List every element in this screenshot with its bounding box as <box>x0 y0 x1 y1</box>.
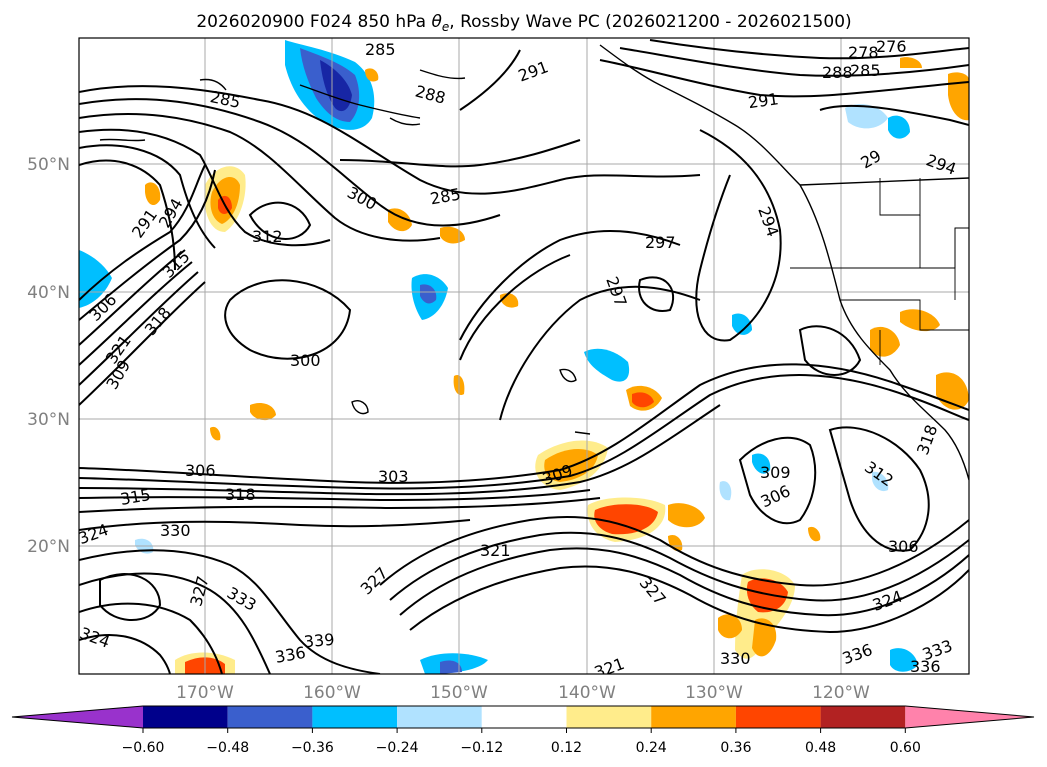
colorbar-bin <box>397 706 482 728</box>
map-background <box>79 38 969 674</box>
colorbar-tick-label: 0.60 <box>890 740 921 756</box>
lon-label: 170°W <box>176 683 234 703</box>
colorbar-tick-label: 0.48 <box>805 740 836 756</box>
anomaly-positive <box>210 426 221 441</box>
anomaly-negative <box>752 453 771 474</box>
anomaly-negative <box>845 104 888 129</box>
colorbar-bin <box>227 706 313 728</box>
colorbar-bin <box>143 706 228 728</box>
lat-label: 40°N <box>27 283 70 303</box>
contour-label: 330 <box>160 521 191 540</box>
contour-label: 330 <box>720 649 751 668</box>
anomaly-positive <box>808 526 821 542</box>
colorbar-tick-label: 0.24 <box>636 740 667 756</box>
colorbar-tick-label: −0.48 <box>206 740 249 756</box>
lat-label: 20°N <box>27 537 70 557</box>
anomaly-negative <box>719 481 732 501</box>
anomaly-positive <box>900 57 922 68</box>
map-panel: 285 291 288 276 278 285 288 291 285 29 2… <box>78 37 970 676</box>
contour-label: 306 <box>185 461 216 480</box>
contour-label: 312 <box>252 227 283 246</box>
contour-label: 288 <box>822 63 853 82</box>
title-suffix: , Rossby Wave PC (2026021200 - 202602150… <box>449 12 851 32</box>
anomaly-positive <box>718 614 742 639</box>
colorbar-bin <box>312 706 398 728</box>
political-borders <box>790 178 969 365</box>
colorbar-extend-max <box>905 706 1034 728</box>
colorbar-bin <box>735 706 821 728</box>
anomaly-negative <box>420 284 437 304</box>
contour-label: 300 <box>290 351 321 370</box>
contour-label: 285 <box>365 40 396 59</box>
anomaly-negative <box>732 313 752 335</box>
anomaly-negative <box>888 115 910 139</box>
contour-label: 309 <box>760 463 791 482</box>
contour-label: 297 <box>645 233 676 252</box>
contour-label: 291 <box>747 89 780 112</box>
lon-label: 160°W <box>303 683 361 703</box>
anomaly-positive <box>250 403 276 421</box>
anomaly-negative <box>872 471 889 492</box>
lat-label: 50°N <box>27 155 70 175</box>
anomaly-positive <box>752 618 777 657</box>
anomaly-positive <box>632 392 654 408</box>
map-frame <box>78 37 970 675</box>
title-prefix: 2026020900 F024 850 hPa <box>196 12 431 32</box>
contour-label: 321 <box>480 541 511 560</box>
colorbar-tick-label: −0.36 <box>291 740 334 756</box>
contour-label: 303 <box>378 467 409 486</box>
figure-title: 2026020900 F024 850 hPa θe, Rossby Wave … <box>196 12 851 34</box>
colorbar-tick-label: 0.12 <box>551 740 582 756</box>
contour-label: 336 <box>910 657 941 676</box>
lon-label: 140°W <box>558 683 616 703</box>
anomaly-negative <box>320 60 352 112</box>
colorbar: −0.60 −0.48 −0.36 −0.24 −0.12 0.12 0.24 0.36 0.4… <box>11 705 1035 756</box>
colorbar-bin <box>651 706 736 728</box>
anomaly-negative <box>440 660 462 674</box>
colorbar-bin <box>566 706 652 728</box>
anomaly-positive <box>365 68 379 82</box>
theta-e-contours <box>79 39 969 674</box>
contour-label: 339 <box>303 630 335 652</box>
anomaly-positive <box>594 504 658 535</box>
anomaly-negative <box>584 348 630 382</box>
lat-label: 30°N <box>27 410 70 430</box>
contour-label: 278 <box>848 43 879 62</box>
contour-label: 318 <box>225 485 256 504</box>
contour-label: 306 <box>888 537 919 556</box>
colorbar-bin <box>820 706 906 728</box>
colorbar-tick-label: 0.36 <box>720 740 751 756</box>
anomaly-positive <box>668 503 705 528</box>
anomaly-positive <box>746 578 788 613</box>
colorbar-tick-label: −0.24 <box>376 740 419 756</box>
graticule <box>79 38 969 674</box>
contour-label: 285 <box>850 61 881 80</box>
title-theta: θ <box>432 12 443 32</box>
anomaly-positive <box>145 182 161 206</box>
anomaly-negative <box>890 648 918 672</box>
anomaly-positive <box>870 326 900 357</box>
coastline <box>99 44 969 481</box>
lon-label: 150°W <box>430 683 488 703</box>
colorbar-extend-min <box>12 706 143 728</box>
colorbar-tick-label: −0.12 <box>460 740 503 756</box>
latitude-labels: 50°N 40°N 30°N 20°N <box>27 155 70 557</box>
lon-label: 120°W <box>812 683 870 703</box>
lon-label: 130°W <box>685 683 743 703</box>
colorbar-bin <box>481 706 567 728</box>
title-theta-subscript: e <box>442 20 449 34</box>
longitude-labels: 170°W 160°W 150°W 140°W 130°W 120°W <box>176 683 870 703</box>
contour-label: 276 <box>876 37 907 56</box>
colorbar-tick-label: −0.60 <box>122 740 165 756</box>
